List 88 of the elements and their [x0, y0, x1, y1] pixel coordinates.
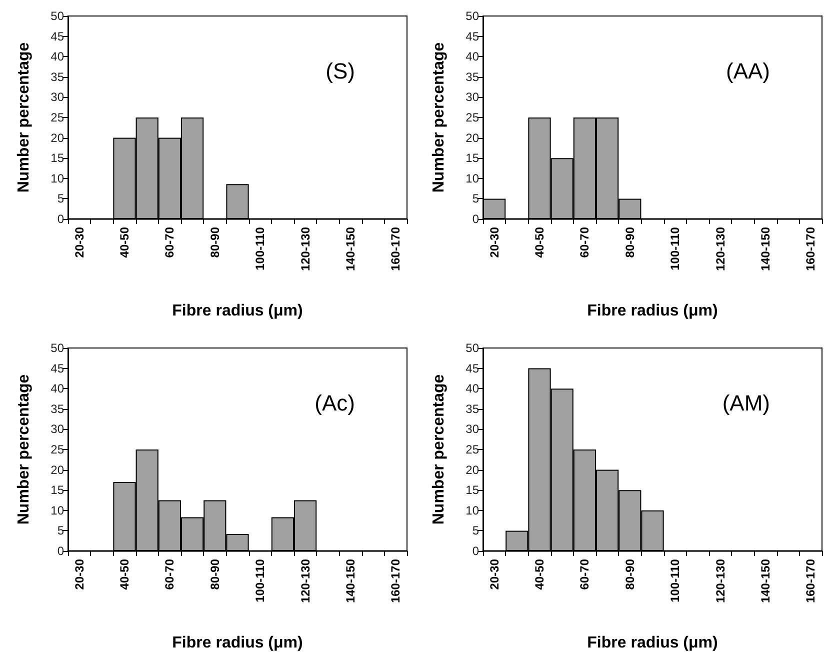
x-tick-label: 60-70 [578, 558, 592, 590]
x-tick-label: 140-150 [758, 226, 772, 272]
y-tick-label: 10 [50, 502, 64, 517]
x-tick-label: 20-30 [72, 558, 86, 590]
y-tick-label: 0 [57, 212, 64, 226]
y-tick-label: 35 [466, 401, 480, 416]
y-tick-label: 25 [466, 442, 480, 456]
x-tick-label: 160-170 [388, 558, 403, 603]
y-tick-label: 35 [50, 401, 64, 416]
y-tick-label: 35 [466, 70, 480, 84]
y-axis-title: Number percentage [16, 42, 32, 193]
y-tick-label: 30 [50, 90, 64, 104]
x-tick-label: 60-70 [162, 226, 177, 258]
x-tick-label: 140-150 [344, 226, 358, 272]
y-tick-label: 25 [50, 442, 64, 456]
y-tick-label: 45 [466, 29, 480, 44]
y-tick-label: 0 [472, 544, 480, 558]
y-tick-label: 35 [50, 70, 64, 84]
x-tick-label: 80-90 [622, 226, 637, 258]
y-tick-label: 40 [466, 50, 480, 64]
y-tick-label: 15 [50, 482, 64, 497]
y-tick-label: 40 [466, 381, 480, 396]
y-tick-label: 50 [50, 340, 64, 354]
x-tick-label: 100-110 [668, 226, 682, 270]
y-tick-label: 45 [466, 360, 480, 375]
y-tick-label: 15 [466, 482, 480, 497]
y-axis-title: Number percentage [430, 42, 448, 193]
y-tick-label: 30 [466, 90, 480, 104]
x-tick-label: 20-30 [72, 226, 86, 258]
x-axis-title: Fibre radius (μm) [587, 302, 718, 320]
y-tick-label: 25 [50, 110, 64, 124]
annotation: (AA) [726, 58, 770, 84]
x-axis-title: Fibre radius (μm) [587, 634, 718, 651]
x-tick-label: 160-170 [804, 226, 818, 272]
y-tick-label: 20 [50, 130, 64, 145]
y-tick-label: 30 [50, 422, 64, 436]
y-tick-label: 10 [466, 171, 480, 186]
y-tick-label: 25 [466, 110, 480, 124]
x-tick-label: 80-90 [208, 226, 222, 258]
y-tick-label: 5 [472, 523, 480, 538]
x-tick-label: 80-90 [622, 558, 637, 590]
x-tick-label: 120-130 [713, 226, 728, 272]
x-tick-label: 80-90 [208, 558, 222, 590]
x-tick-label: 40-50 [532, 226, 546, 258]
y-tick-label: 10 [50, 171, 64, 186]
x-tick-label: 20-30 [487, 558, 502, 590]
x-tick-label: 160-170 [388, 226, 403, 272]
y-tick-label: 50 [466, 340, 480, 354]
x-tick-label: 120-130 [298, 226, 312, 272]
x-tick-label: 60-70 [162, 558, 177, 590]
y-tick-label: 10 [466, 502, 480, 517]
y-tick-label: 40 [50, 50, 64, 64]
y-axis-title: Number percentage [16, 374, 32, 524]
annotation: (AM) [722, 390, 770, 415]
y-tick-label: 5 [57, 523, 64, 538]
x-tick-label: 140-150 [758, 558, 772, 603]
x-tick-label: 120-130 [713, 558, 728, 603]
x-tick-label: 160-170 [804, 558, 818, 603]
x-tick-label: 60-70 [578, 226, 592, 258]
x-tick-label: 40-50 [532, 558, 546, 590]
y-tick-label: 30 [466, 422, 480, 436]
y-tick-label: 5 [57, 192, 64, 206]
y-tick-label: 20 [466, 462, 480, 476]
y-tick-label: 20 [50, 462, 64, 476]
y-tick-label: 45 [50, 360, 64, 375]
annotation: (S) [326, 58, 355, 84]
x-tick-label: 20-30 [487, 226, 502, 258]
y-tick-label: 0 [472, 212, 480, 226]
y-tick-label: 15 [466, 151, 480, 166]
x-tick-label: 100-110 [668, 558, 682, 602]
x-tick-label: 100-110 [253, 226, 268, 270]
x-tick-label: 140-150 [344, 558, 358, 603]
x-tick-label: 40-50 [118, 558, 132, 590]
x-tick-label: 120-130 [298, 558, 312, 603]
x-axis-title: Fibre radius (μm) [172, 302, 303, 320]
annotation: (Ac) [314, 390, 355, 415]
y-tick-label: 40 [50, 381, 64, 396]
y-tick-label: 15 [50, 151, 64, 166]
x-axis-title: Fibre radius (μm) [172, 634, 303, 651]
y-tick-label: 5 [472, 192, 480, 206]
y-axis-title: Number percentage [430, 374, 448, 524]
y-tick-label: 50 [50, 9, 64, 23]
y-tick-label: 50 [466, 9, 480, 23]
y-tick-label: 0 [57, 544, 64, 558]
x-tick-label: 100-110 [253, 558, 268, 602]
x-tick-label: 40-50 [118, 226, 132, 258]
y-tick-label: 45 [50, 29, 64, 44]
y-tick-label: 20 [466, 130, 480, 145]
